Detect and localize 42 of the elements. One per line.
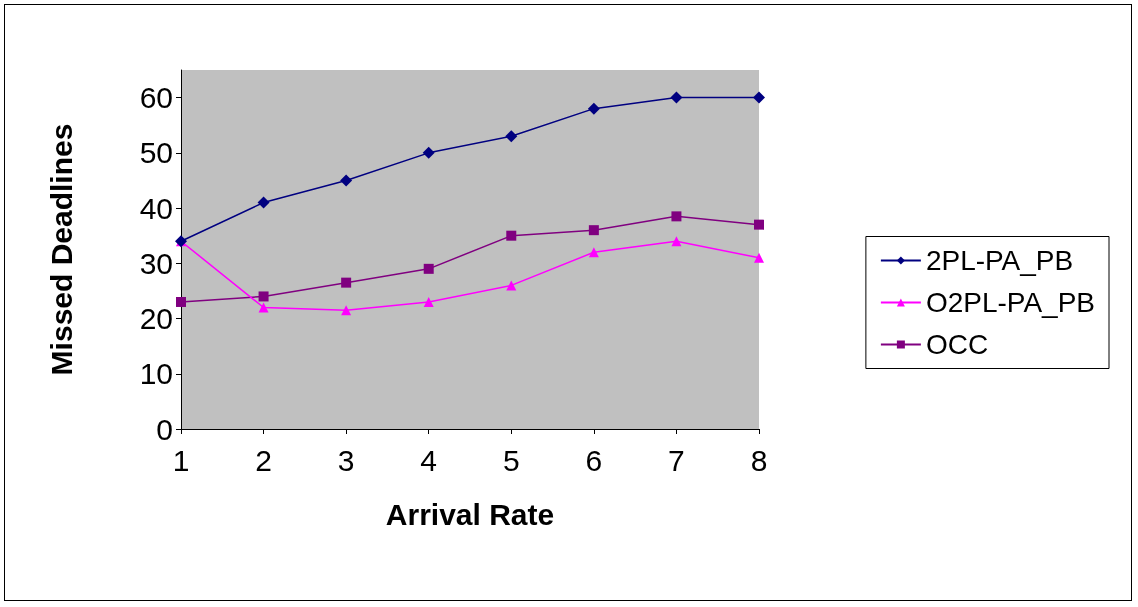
point: [754, 219, 764, 230]
point: [257, 196, 270, 209]
point: [671, 236, 682, 247]
point: [670, 91, 683, 104]
point: [506, 280, 517, 291]
x-tick-label: 3: [337, 443, 355, 477]
x-axis-title: Arrival Rate: [385, 497, 555, 531]
y-tick-label: 60: [139, 81, 173, 115]
point: [423, 263, 434, 274]
point: [423, 296, 434, 307]
point: [505, 130, 518, 143]
point: [422, 146, 435, 159]
point: [176, 296, 186, 307]
y-tick-label: 40: [139, 191, 173, 225]
legend-label: 2PL-PA_PB: [925, 245, 1074, 276]
y-tick-label: 0: [156, 412, 173, 446]
point: [753, 91, 765, 104]
point: [588, 247, 599, 258]
point: [506, 230, 517, 241]
y-tick-label: 30: [139, 246, 173, 280]
x-tick-label: 7: [668, 443, 685, 477]
point: [258, 291, 269, 302]
x-tick-label: 6: [585, 443, 603, 477]
x-tick-label: 5: [502, 443, 520, 477]
x-tick-label: 4: [420, 443, 438, 477]
x-tick-label: 8: [750, 443, 768, 477]
point: [754, 252, 764, 263]
y-tick-label: 50: [139, 136, 173, 170]
y-tick-label: 10: [139, 357, 173, 391]
point: [587, 102, 600, 115]
point: [340, 174, 353, 187]
x-tick-label: 2: [255, 443, 272, 477]
legend-label: O2PL-PA_PB: [925, 287, 1095, 318]
point: [671, 211, 682, 222]
point: [341, 305, 352, 316]
x-tick-label: 1: [172, 443, 190, 477]
y-axis-title: Missed Deadlines: [44, 123, 78, 376]
y-tick-label: 20: [139, 302, 173, 336]
point: [258, 302, 269, 313]
point: [588, 225, 599, 236]
legend-label: OCC: [925, 329, 989, 360]
point: [341, 277, 352, 288]
